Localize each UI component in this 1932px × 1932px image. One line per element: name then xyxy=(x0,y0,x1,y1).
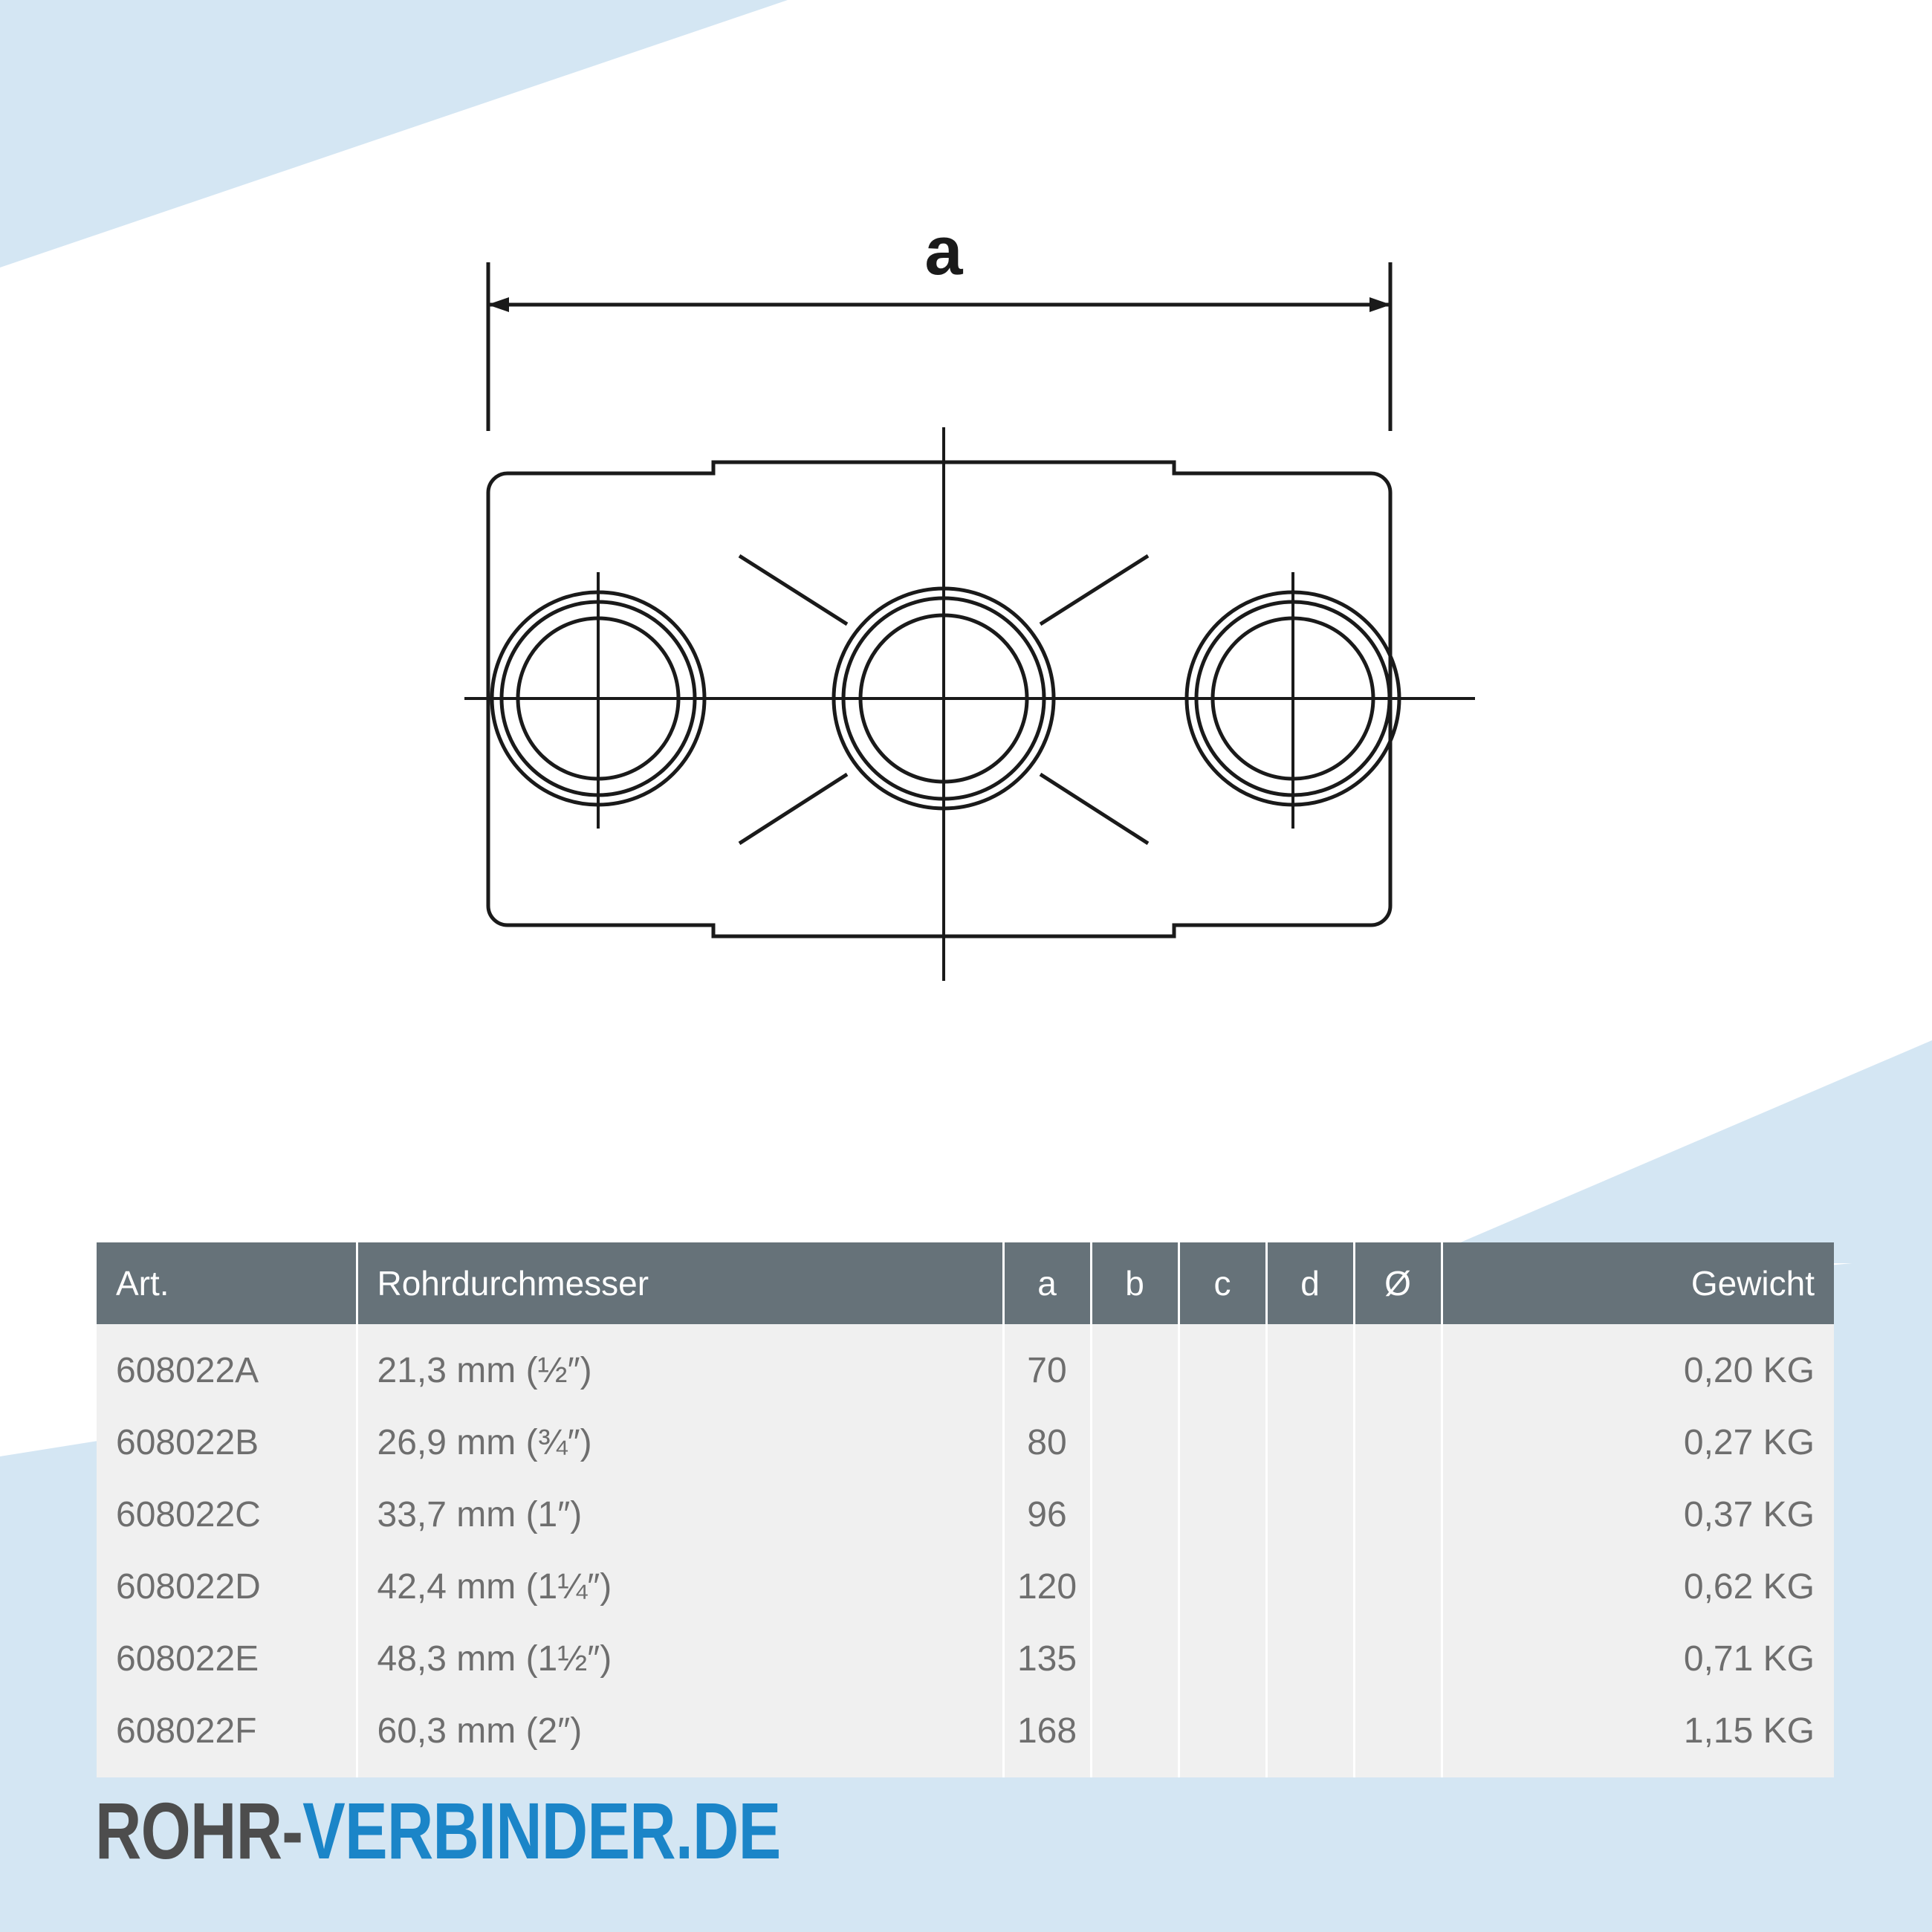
cell-diameter: 60,3 mm (2″) xyxy=(357,1695,1005,1777)
cell-d xyxy=(1266,1479,1355,1551)
cell-art: 608022A xyxy=(97,1324,358,1407)
cell-a: 70 xyxy=(1003,1324,1092,1407)
cell-diameter: 33,7 mm (1″) xyxy=(357,1479,1005,1551)
logo-text-dark: ROHR- xyxy=(95,1786,303,1876)
cell-weight: 0,62 KG xyxy=(1442,1551,1834,1623)
cell-c xyxy=(1179,1479,1268,1551)
header-diameter: Rohrdurchmesser xyxy=(357,1242,1005,1324)
table-row: 608022C 33,7 mm (1″) 96 0,37 KG xyxy=(97,1479,1834,1551)
cell-d xyxy=(1266,1551,1355,1623)
dimension-label-a: a xyxy=(924,213,963,289)
cell-diameter: 42,4 mm (1¼″) xyxy=(357,1551,1005,1623)
header-diameter-symbol: Ø xyxy=(1354,1242,1443,1324)
header-d: d xyxy=(1266,1242,1355,1324)
table-row: 608022A 21,3 mm (½″) 70 0,20 KG xyxy=(97,1324,1834,1407)
connector-top-view-svg xyxy=(464,262,1475,981)
cell-diameter-symbol xyxy=(1354,1695,1443,1777)
cell-art: 608022D xyxy=(97,1551,358,1623)
cell-a: 120 xyxy=(1003,1551,1092,1623)
table-row: 608022D 42,4 mm (1¼″) 120 0,62 KG xyxy=(97,1551,1834,1623)
table-row: 608022B 26,9 mm (¾″) 80 0,27 KG xyxy=(97,1407,1834,1479)
cell-c xyxy=(1179,1407,1268,1479)
table-row: 608022E 48,3 mm (1½″) 135 0,71 KG xyxy=(97,1623,1834,1695)
cell-diameter: 26,9 mm (¾″) xyxy=(357,1407,1005,1479)
cell-b xyxy=(1091,1407,1180,1479)
technical-drawing: a xyxy=(464,213,1475,981)
header-weight: Gewicht xyxy=(1442,1242,1834,1324)
cell-diameter-symbol xyxy=(1354,1551,1443,1623)
header-b: b xyxy=(1091,1242,1180,1324)
cell-b xyxy=(1091,1479,1180,1551)
transition-lines xyxy=(738,554,1150,846)
cell-diameter: 21,3 mm (½″) xyxy=(357,1324,1005,1407)
cell-weight: 0,20 KG xyxy=(1442,1324,1834,1407)
cell-art: 608022B xyxy=(97,1407,358,1479)
cell-diameter-symbol xyxy=(1354,1324,1443,1407)
cell-b xyxy=(1091,1695,1180,1777)
cell-weight: 0,71 KG xyxy=(1442,1623,1834,1695)
cell-diameter: 48,3 mm (1½″) xyxy=(357,1623,1005,1695)
cell-weight: 0,27 KG xyxy=(1442,1407,1834,1479)
table-row: 608022F 60,3 mm (2″) 168 1,15 KG xyxy=(97,1695,1834,1777)
cell-d xyxy=(1266,1407,1355,1479)
cell-c xyxy=(1179,1324,1268,1407)
cell-diameter-symbol xyxy=(1354,1479,1443,1551)
specification-table: Art. Rohrdurchmesser a b c d Ø Gewicht 6… xyxy=(97,1242,1834,1777)
cell-weight: 0,37 KG xyxy=(1442,1479,1834,1551)
cell-art: 608022E xyxy=(97,1623,358,1695)
cell-d xyxy=(1266,1324,1355,1407)
header-c: c xyxy=(1179,1242,1268,1324)
cell-c xyxy=(1179,1695,1268,1777)
cell-c xyxy=(1179,1551,1268,1623)
cell-weight: 1,15 KG xyxy=(1442,1695,1834,1777)
connector-body-outline xyxy=(486,460,1393,939)
cell-diameter-symbol xyxy=(1354,1407,1443,1479)
cell-d xyxy=(1266,1695,1355,1777)
logo-text-blue: VERBINDER.DE xyxy=(302,1786,781,1876)
header-a: a xyxy=(1003,1242,1092,1324)
cell-a: 168 xyxy=(1003,1695,1092,1777)
cell-a: 135 xyxy=(1003,1623,1092,1695)
table-body: 608022A 21,3 mm (½″) 70 0,20 KG 608022B … xyxy=(97,1324,1834,1777)
cell-a: 80 xyxy=(1003,1407,1092,1479)
header-art: Art. xyxy=(97,1242,358,1324)
cell-a: 96 xyxy=(1003,1479,1092,1551)
cell-diameter-symbol xyxy=(1354,1623,1443,1695)
cell-art: 608022C xyxy=(97,1479,358,1551)
table-header-row: Art. Rohrdurchmesser a b c d Ø Gewicht xyxy=(97,1242,1834,1324)
cell-b xyxy=(1091,1324,1180,1407)
brand-logo: ROHR-VERBINDER.DE xyxy=(95,1791,781,1871)
cell-b xyxy=(1091,1551,1180,1623)
cell-c xyxy=(1179,1623,1268,1695)
cell-art: 608022F xyxy=(97,1695,358,1777)
cell-b xyxy=(1091,1623,1180,1695)
cell-d xyxy=(1266,1623,1355,1695)
